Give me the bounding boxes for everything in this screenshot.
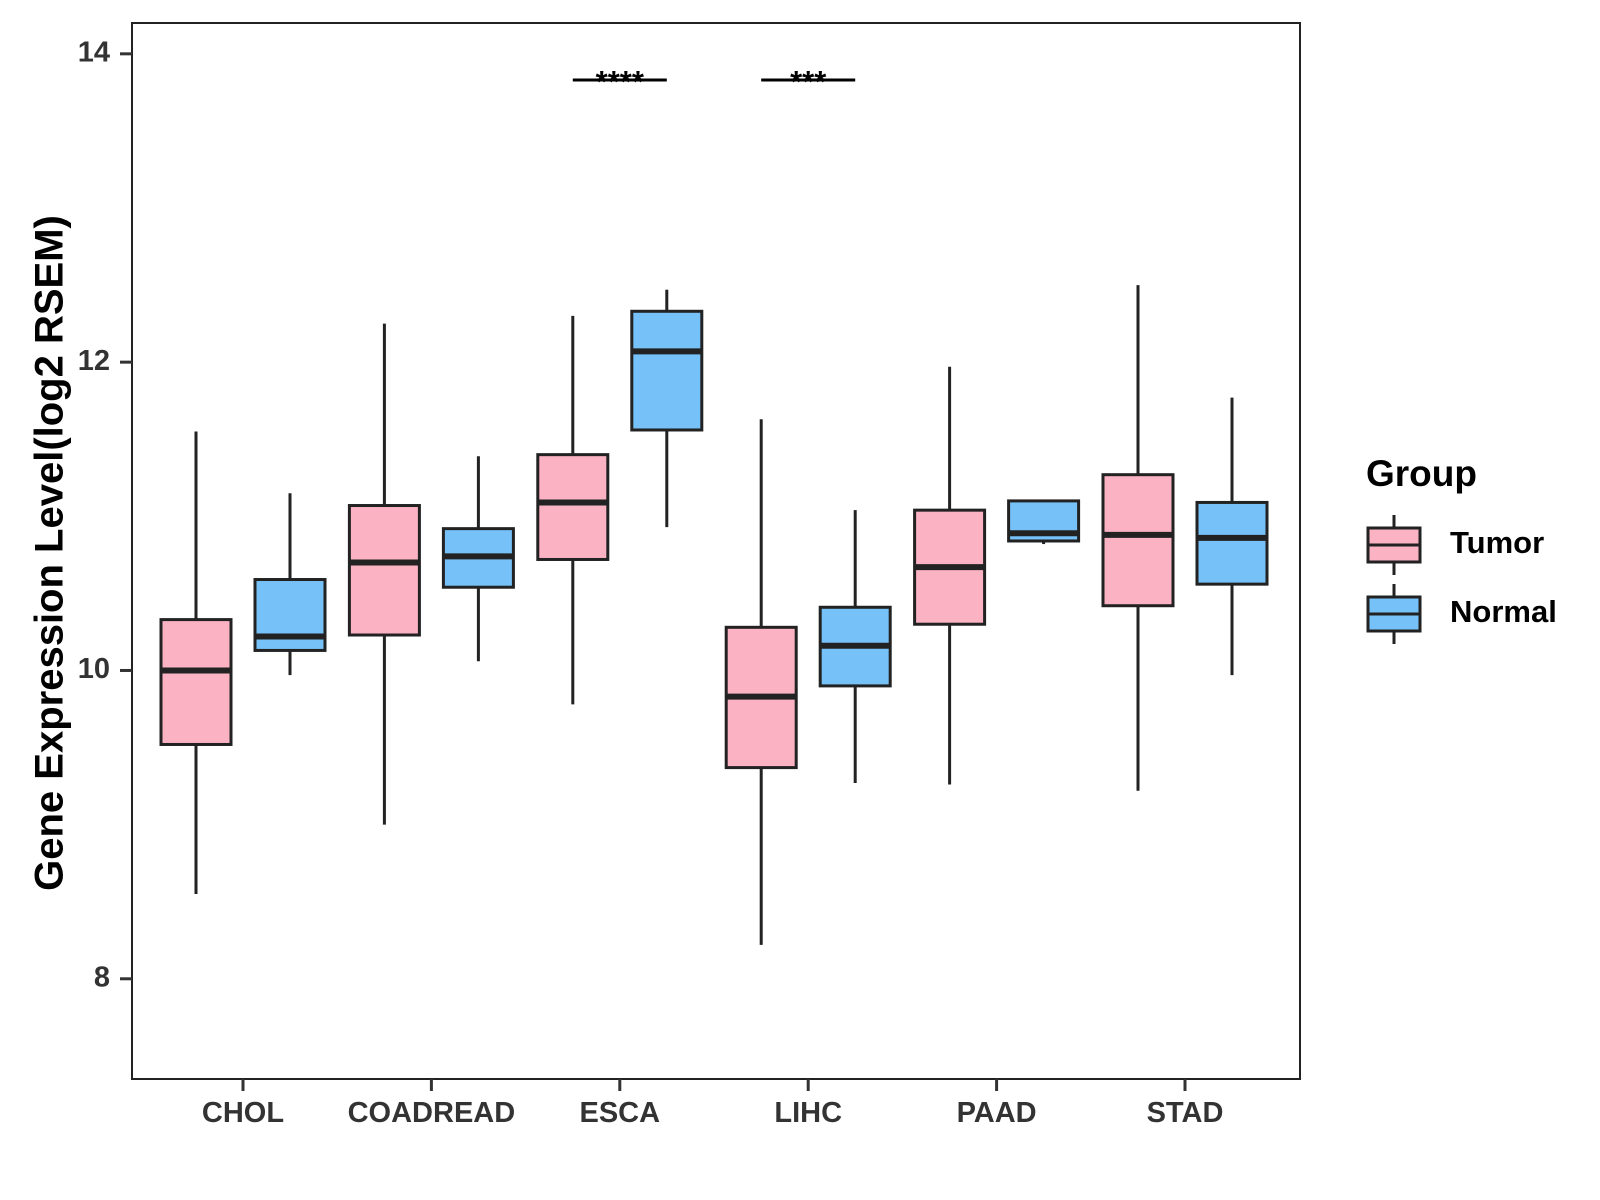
box-iqr: [1101, 473, 1175, 608]
significance-label: ****: [596, 64, 645, 99]
plot-panel-border: [131, 22, 1301, 1080]
box-iqr: [536, 453, 610, 561]
box-series-group: [159, 285, 1269, 945]
y-tick-label: 8: [94, 961, 110, 993]
normal-box-coadread: [441, 456, 515, 662]
legend-label: Tumor: [1450, 525, 1544, 560]
normal-box-paad: [1007, 499, 1081, 545]
normal-box-stad: [1195, 397, 1269, 676]
y-tick-label: 12: [78, 345, 110, 377]
significance-annotations: **** ***: [572, 64, 856, 99]
y-axis-title: Gene Expression Level(log2 RSEM): [28, 215, 72, 891]
x-axis: CHOL COADREAD ESCA LIHC PAAD STAD: [202, 1079, 1223, 1129]
x-tick-label: COADREAD: [348, 1097, 516, 1129]
tumor-box-lihc: [724, 419, 798, 945]
y-tick-label: 14: [78, 36, 110, 68]
significance-label: ***: [790, 64, 827, 99]
legend-item-tumor: Tumor: [1366, 515, 1544, 575]
box-iqr: [159, 618, 233, 746]
legend-item-normal: Normal: [1366, 584, 1557, 644]
legend-title: Group: [1366, 453, 1477, 494]
box-iqr: [253, 578, 327, 652]
x-tick-label: LIHC: [774, 1097, 842, 1129]
tumor-box-stad: [1101, 285, 1175, 791]
x-tick-label: STAD: [1147, 1097, 1224, 1129]
legend-label: Normal: [1450, 594, 1557, 629]
normal-box-chol: [253, 493, 327, 676]
tumor-box-chol: [159, 431, 233, 895]
normal-box-esca: [630, 289, 704, 528]
box-iqr: [1195, 500, 1269, 586]
box-iqr: [347, 504, 421, 637]
normal-box-lihc: [818, 510, 892, 784]
legend: Group Tumor Normal: [1366, 453, 1557, 644]
tumor-box-paad: [913, 366, 987, 785]
x-tick-label: ESCA: [580, 1097, 661, 1129]
y-axis: 8 10 12 14: [78, 36, 132, 993]
x-tick-label: PAAD: [957, 1097, 1037, 1129]
box-iqr: [630, 309, 704, 432]
x-tick-label: CHOL: [202, 1097, 284, 1129]
tumor-box-coadread: [347, 323, 421, 825]
tumor-box-esca: [536, 315, 610, 705]
y-tick-label: 10: [78, 653, 110, 685]
